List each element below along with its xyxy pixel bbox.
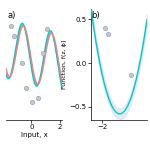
Y-axis label: Function, f(z, ϕ]: Function, f(z, ϕ] <box>62 40 67 89</box>
Text: b): b) <box>92 11 100 20</box>
X-axis label: Input, x: Input, x <box>21 132 48 138</box>
Point <box>10 25 12 27</box>
Text: a): a) <box>7 11 15 20</box>
Point <box>104 27 106 29</box>
Point <box>13 35 15 38</box>
Point <box>107 33 109 36</box>
Point <box>130 74 133 77</box>
Point <box>37 97 39 99</box>
Point <box>46 28 48 30</box>
Point <box>42 52 45 55</box>
Point <box>31 100 33 103</box>
Point <box>25 87 28 89</box>
Point <box>21 62 23 64</box>
